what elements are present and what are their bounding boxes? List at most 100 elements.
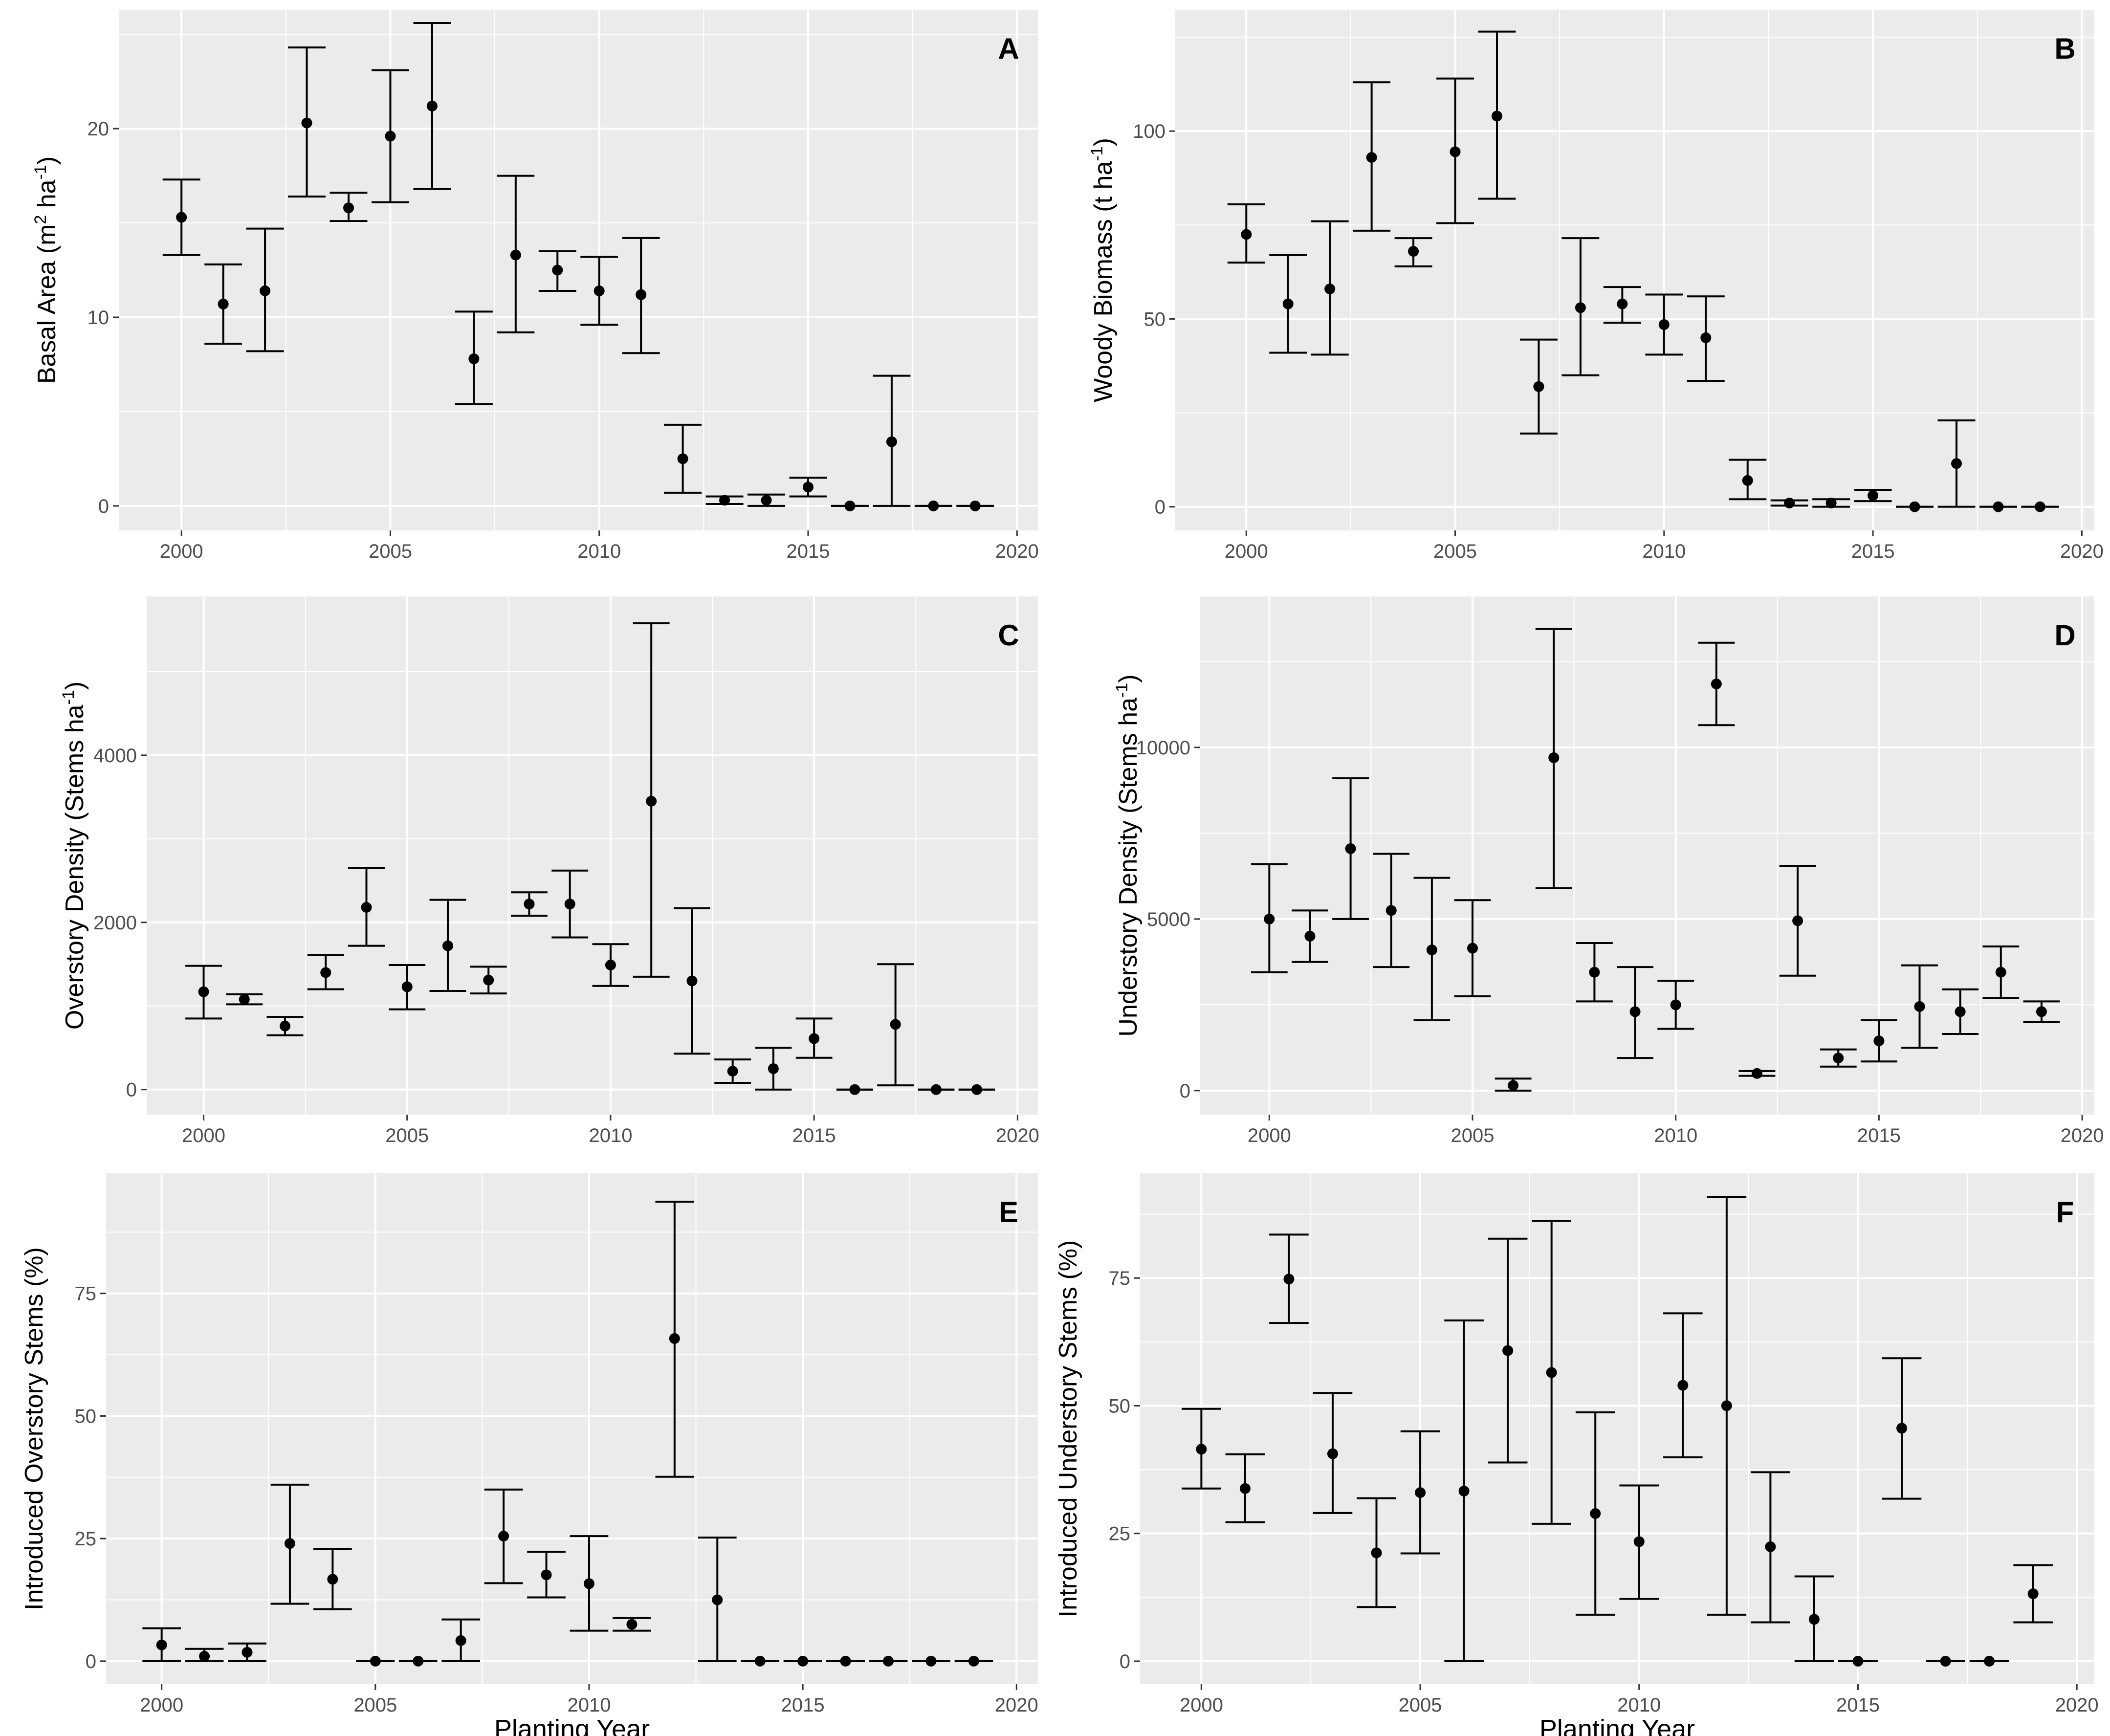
data-point xyxy=(1492,110,1502,122)
x-tick-label: 2000 xyxy=(182,1125,225,1146)
data-point xyxy=(413,1655,424,1667)
y-axis-title-text: Basal Area (m xyxy=(33,224,61,384)
data-point xyxy=(280,1020,291,1032)
x-tick-label: 2010 xyxy=(577,541,621,562)
data-point xyxy=(925,1655,937,1667)
data-point xyxy=(1808,1614,1820,1625)
data-point xyxy=(541,1569,552,1581)
y-axis-title-superscript: -1 xyxy=(59,690,78,704)
panel-a: 2000 2005 2010 2015 2020 0 10 20 A Basal Area (m2… xyxy=(31,10,1039,562)
data-point xyxy=(1508,1080,1519,1091)
x-tick-label: 2010 xyxy=(567,1694,611,1716)
data-point xyxy=(426,100,438,111)
x-tick-label: 2015 xyxy=(792,1125,836,1146)
y-axis-title-superscript: -1 xyxy=(1088,146,1106,161)
y-tick-label: 50 xyxy=(1109,1395,1131,1417)
x-tick-label: 2020 xyxy=(2055,1694,2099,1716)
x-tick-label: 2015 xyxy=(781,1694,825,1716)
panel-letter: C xyxy=(998,619,1019,652)
data-point xyxy=(401,981,413,992)
data-point xyxy=(646,795,657,807)
y-axis-title: Understory Density (Stems ha-1) xyxy=(1113,674,1143,1036)
panel-b: 2000 2005 2010 2015 2020 0 50 100 B Woody Biomass… xyxy=(1088,10,2104,562)
data-point xyxy=(890,1019,901,1030)
data-point xyxy=(301,117,312,129)
y-axis-title-text: ) xyxy=(33,156,61,165)
x-tick-label: 2010 xyxy=(1617,1694,1661,1716)
data-point xyxy=(498,1531,509,1542)
x-tick-label: 2005 xyxy=(369,541,412,562)
data-point xyxy=(719,495,730,506)
panel-f: 2000 2005 2010 2015 2020 0 25 50 75 F Introduced U… xyxy=(1054,1173,2099,1736)
x-tick-label: 2010 xyxy=(589,1125,632,1146)
panel-letter: F xyxy=(2056,1196,2074,1229)
data-point xyxy=(176,212,187,223)
y-tick-label: 50 xyxy=(75,1406,97,1427)
y-tick-label: 2000 xyxy=(93,912,137,934)
data-point xyxy=(1896,1423,1908,1434)
data-point xyxy=(1589,967,1600,978)
data-point xyxy=(2036,1006,2047,1017)
data-point xyxy=(1264,913,1275,924)
y-tick-label: 0 xyxy=(126,1079,137,1101)
y-axis-title-text: Woody Biomass (t ha xyxy=(1089,161,1118,402)
data-point xyxy=(524,899,535,910)
y-axis-title: Overstory Density (Stems ha-1) xyxy=(59,681,89,1030)
y-tick-label: 10000 xyxy=(1136,737,1190,759)
data-point xyxy=(343,202,354,214)
x-tick-label: 2005 xyxy=(1433,541,1477,562)
data-point xyxy=(626,1619,637,1630)
data-point xyxy=(1951,458,1962,469)
y-axis-title-text: Introduced Overstory Stems (%) xyxy=(20,1247,48,1610)
data-point xyxy=(768,1063,779,1074)
data-point xyxy=(1366,152,1377,163)
data-point xyxy=(1873,1035,1885,1047)
x-tick-label: 2000 xyxy=(1180,1694,1223,1716)
data-point xyxy=(844,500,856,511)
data-point xyxy=(1196,1444,1207,1455)
x-tick-label: 2005 xyxy=(1451,1125,1495,1146)
data-point xyxy=(242,1647,253,1658)
data-point xyxy=(1940,1655,1951,1667)
data-point xyxy=(669,1333,680,1344)
y-axis-title: Introduced Overstory Stems (%) xyxy=(20,1247,48,1610)
data-point xyxy=(1955,1006,1966,1017)
data-point xyxy=(605,959,616,970)
data-point xyxy=(239,994,250,1005)
data-point xyxy=(455,1635,466,1646)
y-axis-title-text: Understory Density (Stems ha xyxy=(1114,698,1143,1037)
y-axis-title: Introduced Understory Stems (%) xyxy=(1054,1240,1082,1618)
data-point xyxy=(1450,146,1461,157)
data-point xyxy=(1408,246,1419,257)
panel-e: 2000 2005 2010 2015 2020 0 25 50 75 E Introduced O… xyxy=(20,1173,1038,1736)
data-point xyxy=(1629,1006,1641,1017)
data-point xyxy=(583,1578,594,1589)
panel-background xyxy=(147,596,1038,1115)
data-point xyxy=(1993,501,2004,512)
data-point xyxy=(1371,1547,1382,1559)
data-point xyxy=(2027,1588,2039,1600)
data-point xyxy=(361,902,372,913)
data-point xyxy=(971,1084,983,1095)
data-point xyxy=(1575,302,1586,313)
data-point xyxy=(1617,298,1628,309)
data-point xyxy=(385,131,396,142)
data-point xyxy=(1909,501,1920,512)
data-point xyxy=(1868,490,1879,501)
y-axis-title-text: Introduced Understory Stems (%) xyxy=(1054,1240,1082,1618)
panel-letter: B xyxy=(2054,32,2075,65)
data-point xyxy=(1995,967,2006,978)
y-axis-title-text: ) xyxy=(1089,138,1118,146)
x-tick-label: 2000 xyxy=(140,1694,183,1716)
panel-background xyxy=(1175,10,2094,530)
x-tick-label: 2015 xyxy=(787,541,830,562)
data-point xyxy=(1825,497,1837,508)
data-point xyxy=(1241,229,1252,240)
y-tick-label: 100 xyxy=(1133,121,1165,142)
data-point xyxy=(712,1594,723,1605)
x-axis-title: Planting Year xyxy=(494,1714,650,1736)
data-point xyxy=(968,1655,979,1667)
data-point xyxy=(284,1538,295,1549)
data-point xyxy=(686,975,698,987)
